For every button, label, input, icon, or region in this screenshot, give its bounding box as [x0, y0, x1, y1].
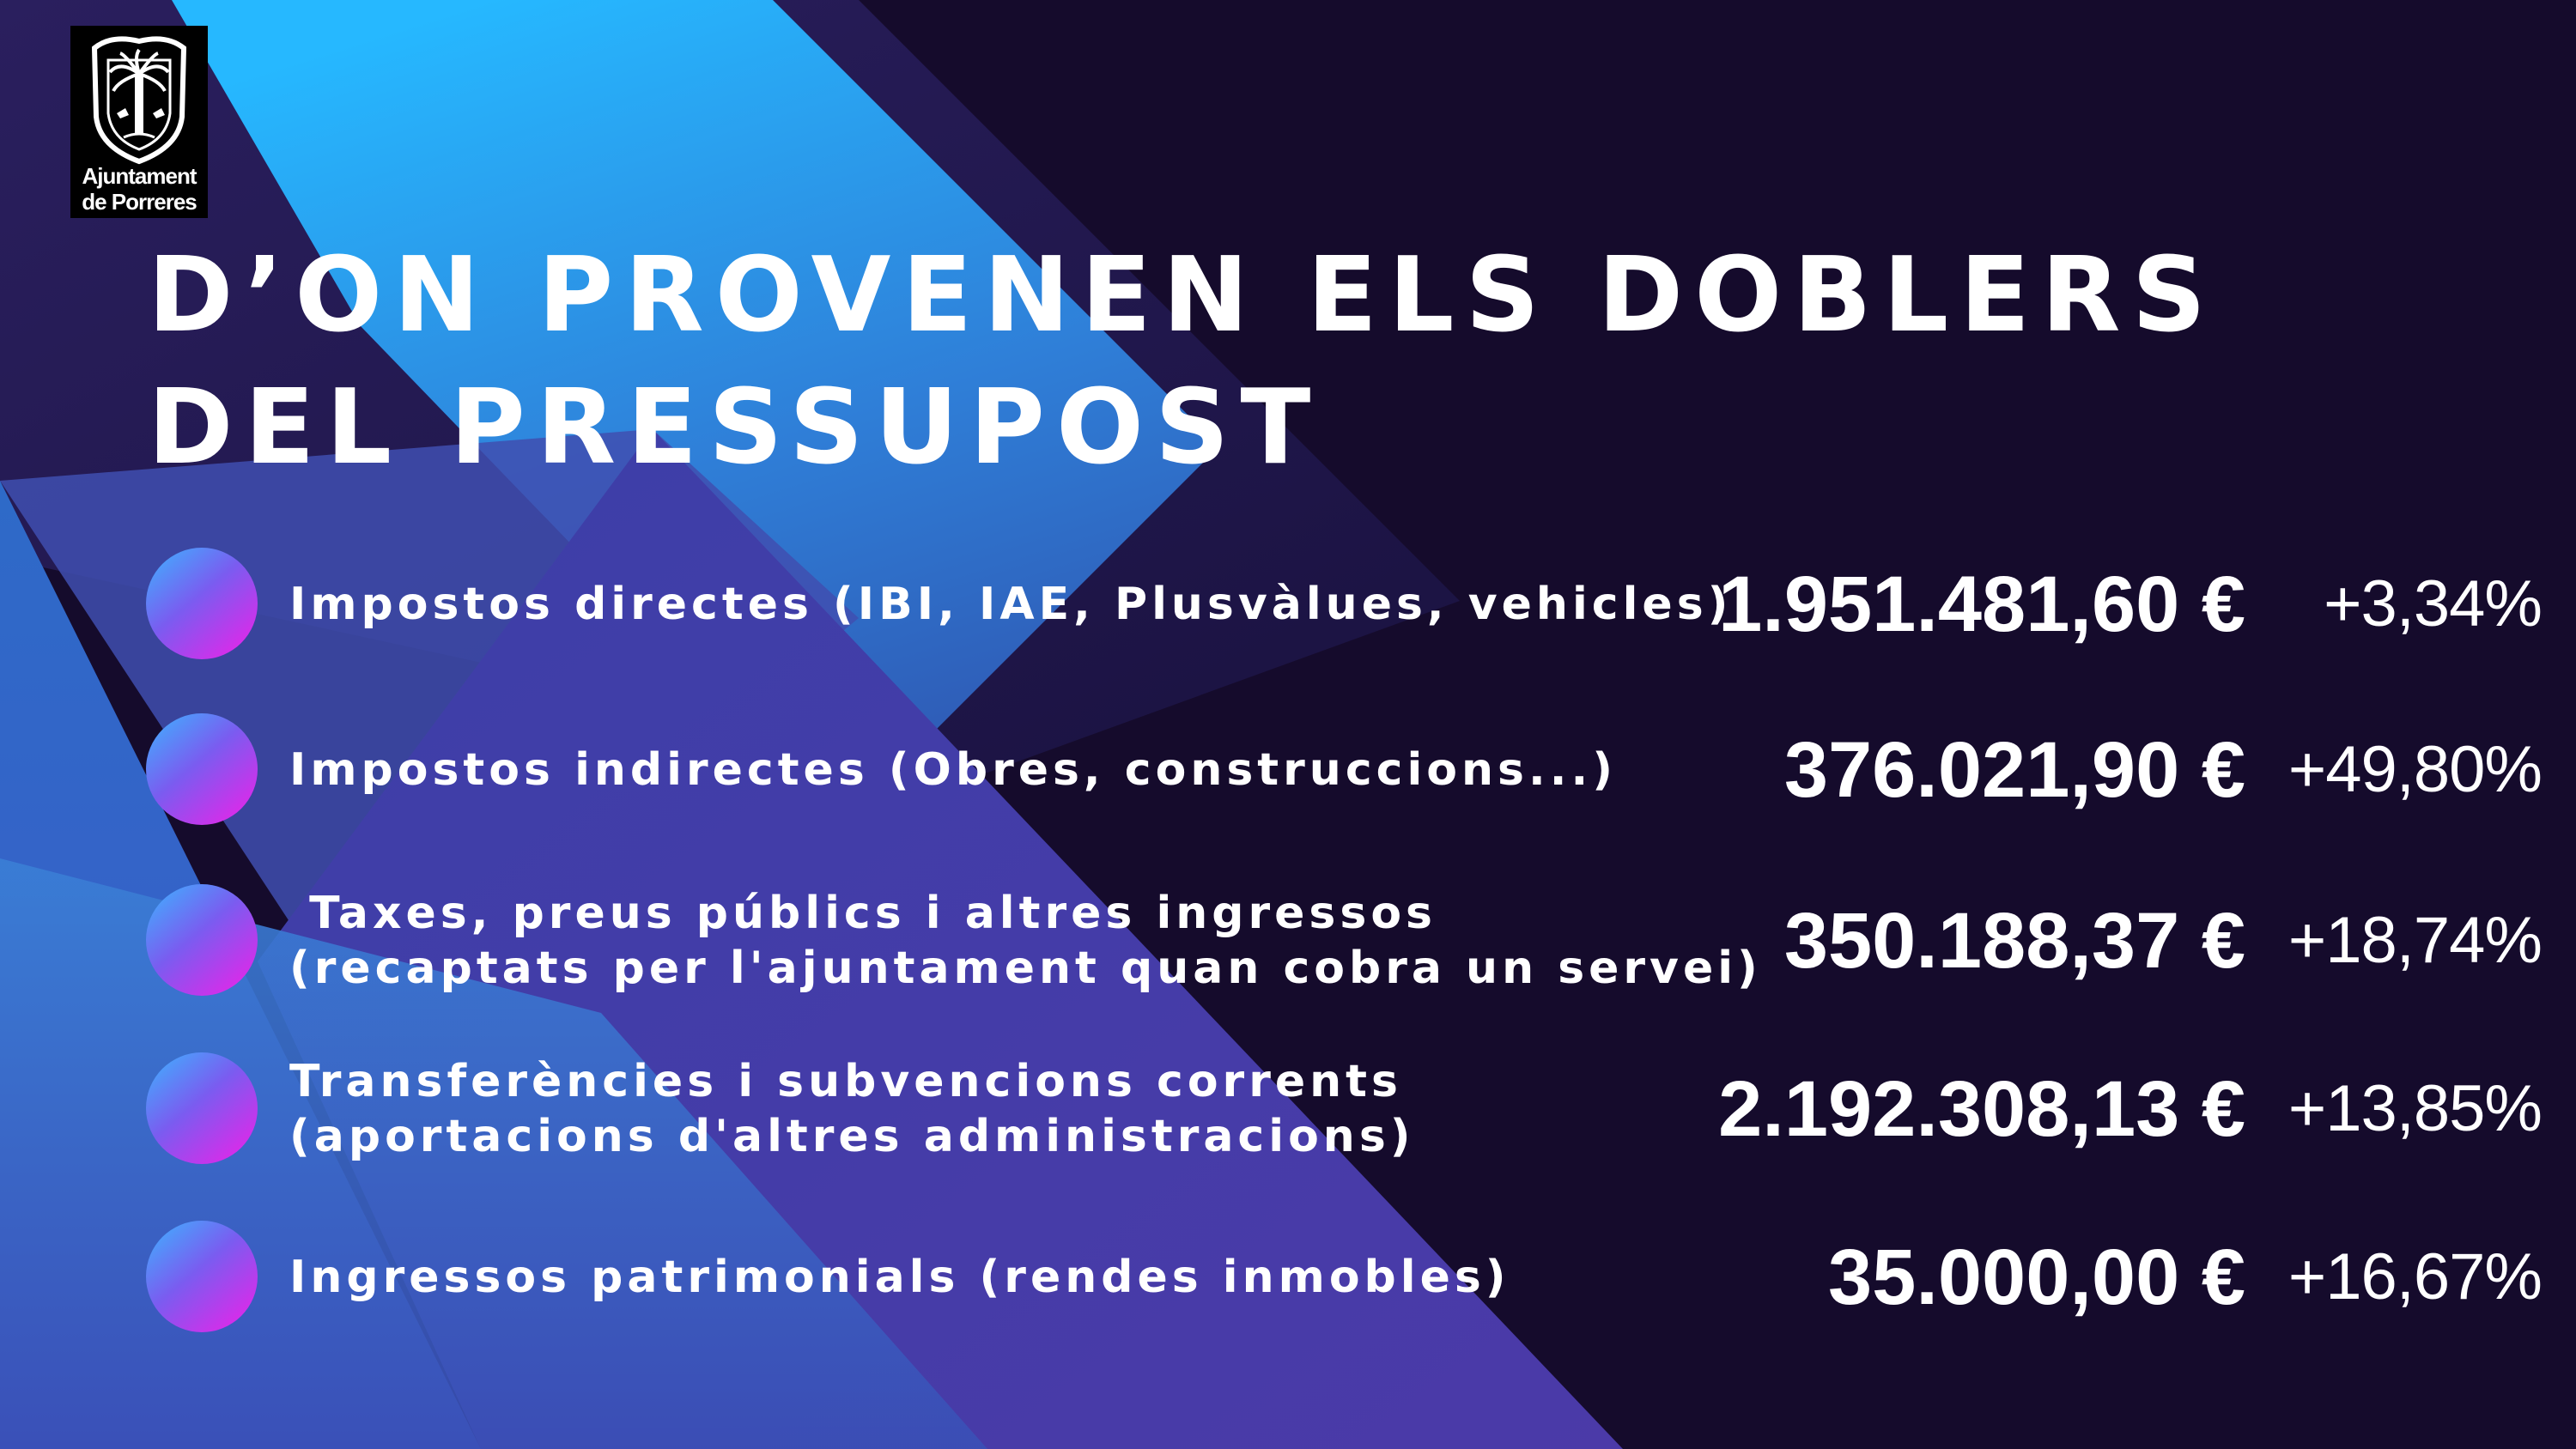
- title-line2: DEL PRESSUPOST: [148, 368, 1322, 488]
- bullet-circle-icon: [146, 713, 258, 825]
- list-item: Ingressos patrimonials (rendes inmobles)…: [0, 1217, 2576, 1337]
- item-change: +49,80%: [2287, 733, 2543, 806]
- bullet-circle-icon: [146, 1052, 258, 1164]
- item-label-line1: Transferències i subvencions corrents: [289, 1056, 1402, 1107]
- item-label: Impostos directes (IBI, IAE, Plusvàlues,…: [289, 544, 1732, 664]
- item-amount: 376.021,90 €: [1783, 726, 2245, 814]
- logo-text-line1: Ajuntament: [82, 163, 197, 189]
- item-label: Ingressos patrimonials (rendes inmobles): [289, 1217, 1510, 1337]
- item-label-line1: Taxes, preus públics i altres ingressos: [289, 888, 1437, 939]
- item-change: +16,67%: [2287, 1240, 2543, 1313]
- item-label-line1: Impostos indirectes (Obres, construccion…: [289, 744, 1618, 796]
- item-label-line1: Impostos directes (IBI, IAE, Plusvàlues,…: [289, 579, 1733, 630]
- item-label: Transferències i subvencions corrents (a…: [289, 1049, 1415, 1169]
- municipal-logo: Ajuntament de Porreres: [70, 26, 208, 218]
- item-change: +13,85%: [2287, 1072, 2543, 1145]
- item-label: Taxes, preus públics i altres ingressos …: [289, 881, 1762, 1001]
- item-change: +18,74%: [2287, 904, 2543, 977]
- bullet-circle-icon: [146, 884, 258, 996]
- page-title: D’ON PROVENEN ELS DOBLERS DEL PRESSUPOST: [148, 230, 2217, 494]
- item-amount: 350.188,37 €: [1783, 897, 2245, 985]
- logo-text-line2: de Porreres: [82, 189, 197, 215]
- item-label-line1: Ingressos patrimonials (rendes inmobles): [289, 1252, 1510, 1303]
- title-line1: D’ON PROVENEN ELS DOBLERS: [148, 236, 2217, 355]
- item-amount: 1.951.481,60 €: [1718, 561, 2245, 648]
- item-label: Impostos indirectes (Obres, construccion…: [289, 710, 1617, 830]
- list-item: Taxes, preus públics i altres ingressos …: [0, 881, 2576, 1001]
- item-label-line2: (aportacions d'altres administracions): [289, 1111, 1415, 1162]
- bullet-circle-icon: [146, 548, 258, 659]
- item-amount: 2.192.308,13 €: [1718, 1065, 2245, 1153]
- list-item: Impostos directes (IBI, IAE, Plusvàlues,…: [0, 544, 2576, 664]
- list-item: Transferències i subvencions corrents (a…: [0, 1049, 2576, 1169]
- item-label-line2: (recaptats per l'ajuntament quan cobra u…: [289, 943, 1762, 994]
- list-item: Impostos indirectes (Obres, construccion…: [0, 710, 2576, 830]
- coat-of-arms-icon: [91, 36, 187, 165]
- item-change: +3,34%: [2324, 567, 2543, 640]
- item-amount: 35.000,00 €: [1827, 1234, 2245, 1321]
- bullet-circle-icon: [146, 1221, 258, 1332]
